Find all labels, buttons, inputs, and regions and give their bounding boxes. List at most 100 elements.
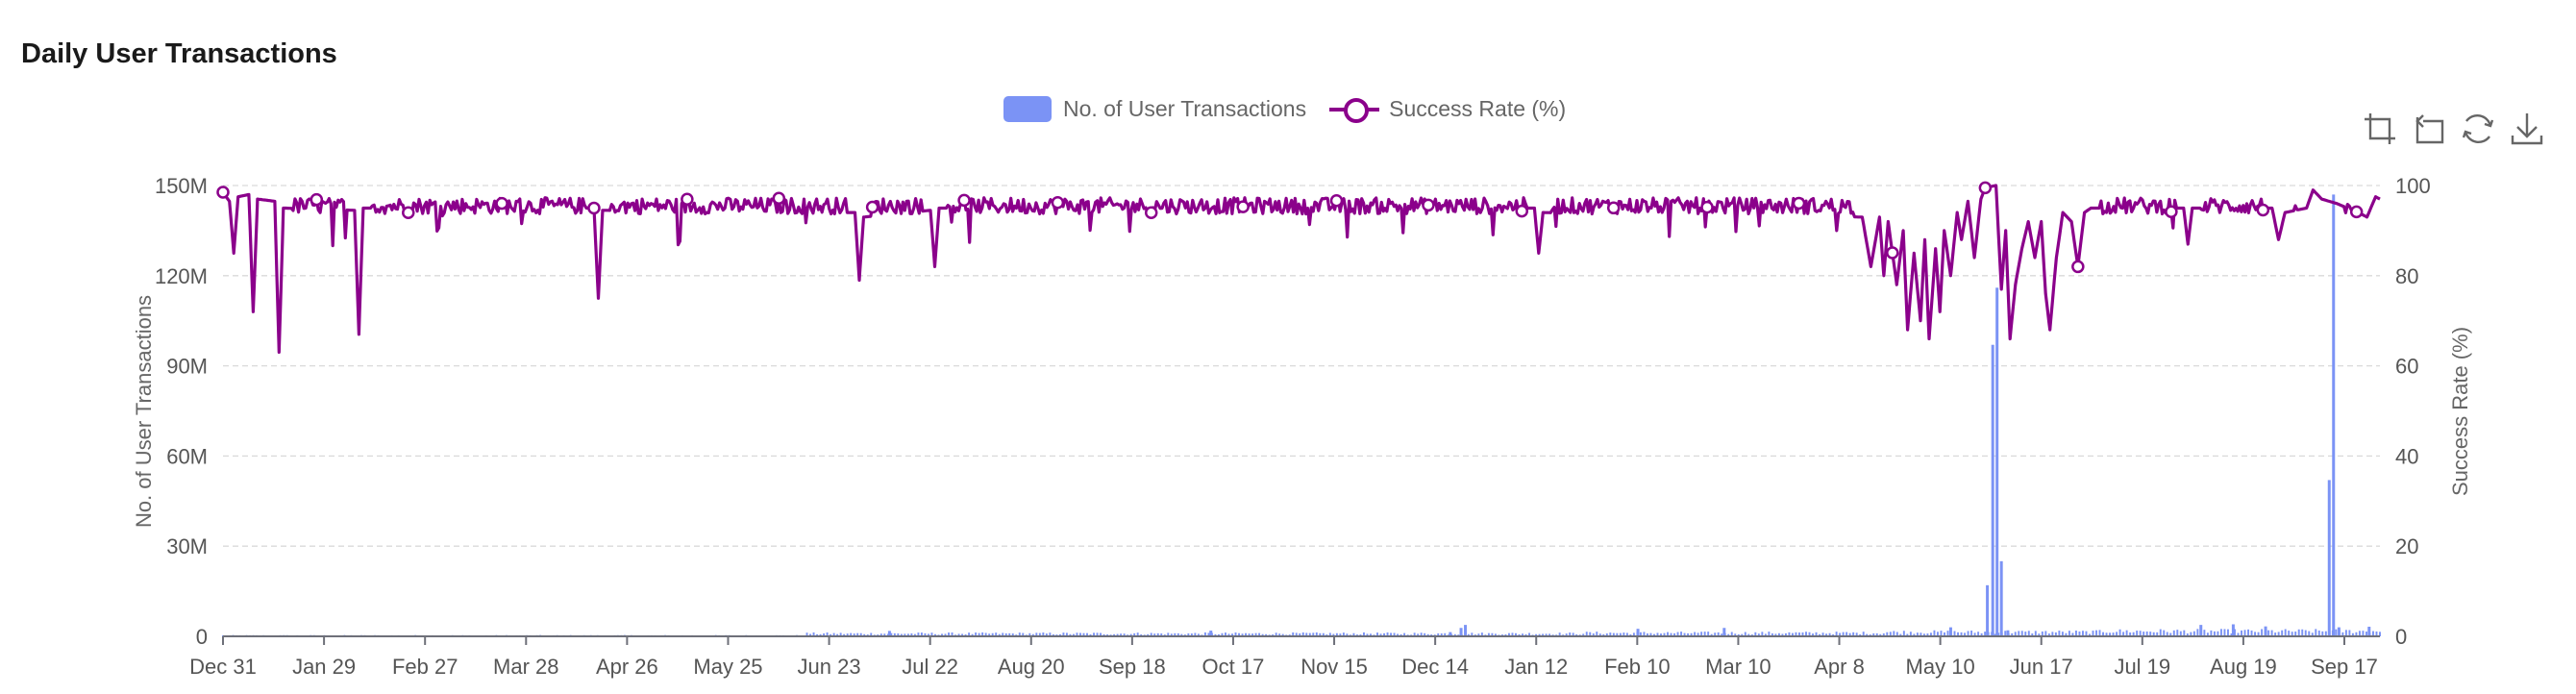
bar [1383, 632, 1386, 636]
bar [1589, 632, 1592, 636]
bar [1872, 632, 1875, 636]
bar [2041, 631, 2043, 636]
bar [1258, 632, 1261, 636]
line-marker [1236, 200, 1250, 213]
bar [1906, 633, 1909, 636]
bar [2311, 632, 2314, 636]
bar [879, 633, 882, 636]
bar [1687, 632, 1690, 636]
bar [1251, 633, 1254, 636]
bar [1808, 632, 1811, 636]
download-icon[interactable] [2508, 110, 2546, 148]
bar [1639, 632, 1642, 636]
bar [1524, 633, 1527, 636]
bar [1518, 633, 1521, 636]
x-tick-label: Sep 18 [1099, 655, 1166, 679]
bar [2034, 631, 2037, 636]
bar [1038, 632, 1041, 636]
x-tick-label: Mar 10 [1705, 655, 1771, 679]
bar [1795, 632, 1797, 636]
x-tick-label: Dec 31 [189, 655, 257, 679]
bar [805, 632, 808, 636]
bar [1491, 632, 1494, 636]
bar [1292, 632, 1295, 636]
bar [1058, 633, 1061, 636]
bar [1902, 631, 1905, 636]
line-marker [495, 196, 508, 211]
bar-spike [1948, 627, 1952, 636]
bar [1413, 632, 1416, 636]
bar [2250, 630, 2253, 636]
restore-icon[interactable] [2459, 110, 2497, 148]
bar [1781, 633, 1784, 636]
bar [2203, 630, 2206, 636]
bar [1933, 630, 1936, 636]
bar [2210, 630, 2213, 636]
zoom-reset-icon[interactable] [2410, 110, 2448, 148]
y-right-tick-label: 60 [2395, 355, 2418, 379]
legend-line-swatch [1329, 96, 1380, 123]
bar [1667, 632, 1669, 636]
bar [2145, 631, 2148, 636]
bar [1305, 632, 1308, 636]
bar [1754, 632, 1757, 636]
bar [1768, 632, 1771, 636]
legend-item-transactions[interactable]: No. of User Transactions [1003, 96, 1306, 122]
line-marker [957, 193, 971, 208]
bar [1835, 632, 1838, 636]
x-tick-label: Oct 17 [1202, 655, 1265, 679]
bar-spike [1209, 631, 1213, 636]
bar [1227, 633, 1230, 636]
bar [904, 633, 906, 636]
bar [2095, 630, 2097, 636]
bar [2186, 633, 2189, 636]
bar [830, 633, 832, 636]
line-marker [2349, 205, 2364, 219]
bar [1471, 632, 1474, 636]
line-marker [1515, 204, 1529, 218]
bar [2206, 632, 2209, 636]
bar [1426, 633, 1429, 636]
bar [1231, 633, 1233, 636]
bar [2315, 629, 2317, 636]
bar [917, 632, 920, 636]
bar [1052, 633, 1054, 636]
bar [2014, 632, 2017, 636]
bar [913, 633, 916, 636]
zoom-icon[interactable] [2361, 110, 2399, 148]
x-tick-label: May 25 [693, 655, 762, 679]
bar [2172, 630, 2175, 636]
bar [1717, 632, 1720, 636]
bar [910, 632, 913, 636]
bar [893, 632, 896, 636]
bar [2294, 632, 2297, 636]
bar [2058, 631, 2061, 636]
bar [1663, 632, 1666, 636]
bar [839, 632, 842, 636]
bar [957, 633, 960, 636]
bar [1299, 632, 1301, 636]
bar [816, 633, 819, 636]
legend-item-success-rate[interactable]: Success Rate (%) [1329, 96, 1566, 123]
bar [1312, 632, 1315, 636]
bar [2190, 632, 2192, 636]
x-tick-label: Jan 12 [1504, 655, 1568, 679]
bar [991, 632, 994, 636]
bar [846, 633, 849, 636]
bar [1929, 632, 1932, 636]
bar [2156, 632, 2159, 636]
x-tick-label: Aug 20 [998, 655, 1065, 679]
bar [1764, 633, 1767, 636]
bar [1777, 632, 1780, 636]
bar-spike [1991, 344, 1994, 636]
bar [2047, 633, 2050, 636]
bar [1008, 632, 1011, 636]
bar [1214, 633, 1217, 636]
bar [1217, 633, 1220, 636]
bar [1545, 633, 1548, 636]
bar [1994, 633, 1996, 636]
bar [2284, 629, 2287, 636]
bar [1079, 632, 1081, 636]
bar [2038, 633, 2041, 636]
